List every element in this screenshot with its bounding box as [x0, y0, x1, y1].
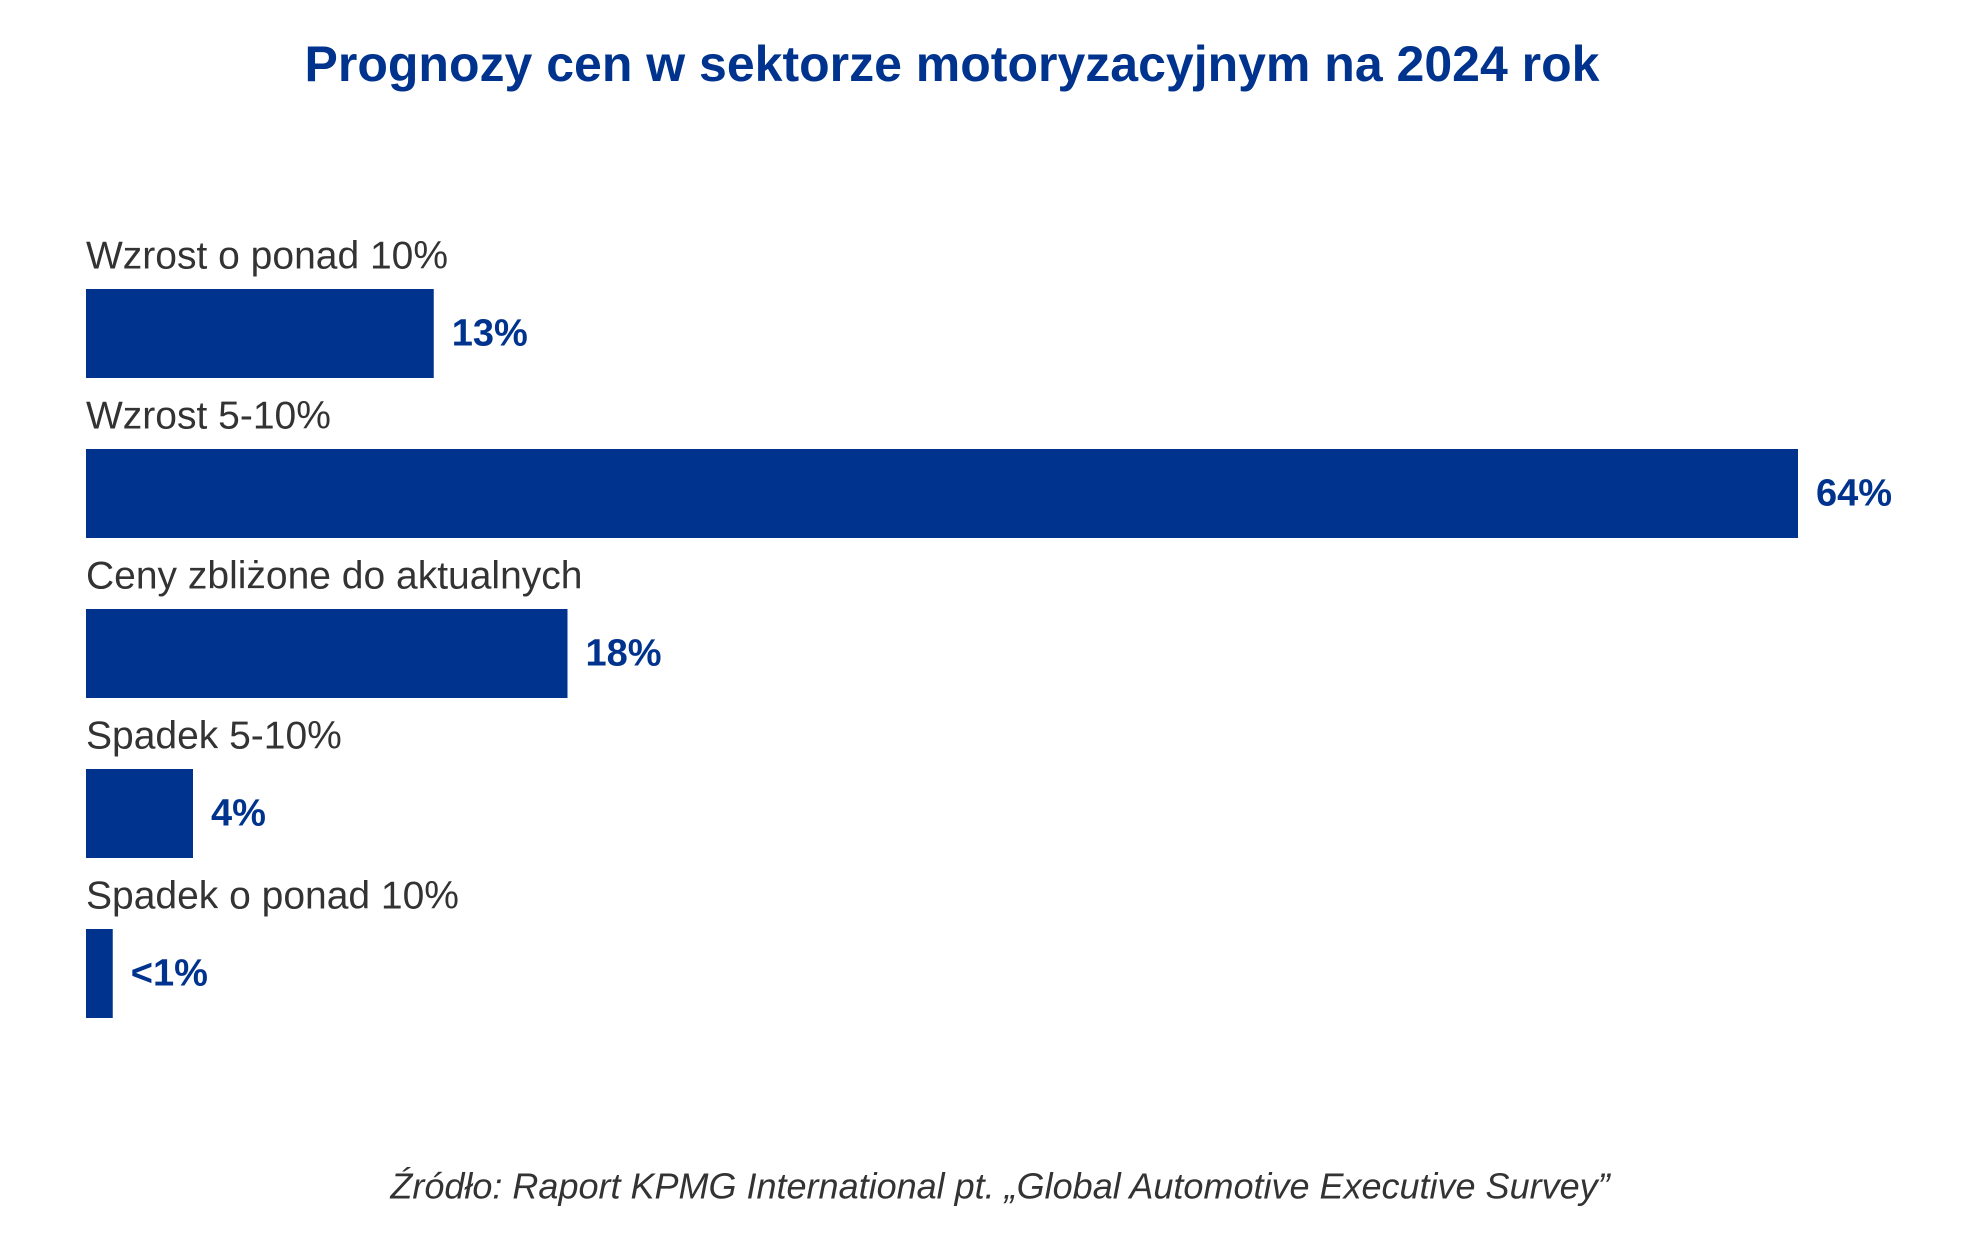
value-label: <1%: [131, 953, 208, 995]
bar: [86, 609, 568, 698]
value-label: 4%: [211, 793, 266, 835]
bar: [86, 449, 1798, 538]
category-label: Spadek o ponad 10%: [86, 874, 459, 917]
category-label: Wzrost o ponad 10%: [86, 234, 448, 277]
category-label: Spadek 5-10%: [86, 714, 342, 757]
bar: [86, 769, 193, 858]
category-label: Wzrost 5-10%: [86, 394, 331, 437]
source-note: Źródło: Raport KPMG International pt. „G…: [389, 1166, 1611, 1207]
value-label: 18%: [586, 633, 662, 675]
bar: [86, 929, 113, 1018]
value-label: 64%: [1816, 473, 1892, 515]
bar: [86, 289, 434, 378]
value-label: 13%: [452, 313, 528, 355]
category-label: Ceny zbliżone do aktualnych: [86, 554, 582, 597]
chart-title: Prognozy cen w sektorze motoryzacyjnym n…: [305, 36, 1600, 92]
